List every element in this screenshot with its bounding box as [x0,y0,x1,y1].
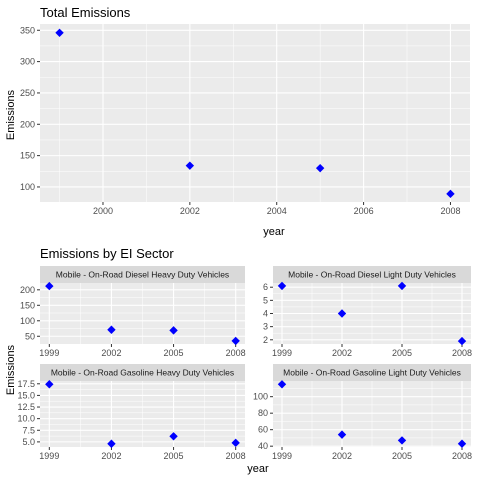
total-yaxis-title: Emissions [5,89,17,140]
facet-diesel-light-ytick-label: 2 [263,335,268,345]
facet-diesel-light-xtick-label: 2002 [332,348,352,358]
total-ytick-label: 200 [20,119,35,129]
total-data-point [315,163,325,173]
facet-gasoline-heavy-strip-label: Mobile - On-Road Gasoline Heavy Duty Veh… [51,368,234,378]
total-xtick-label: 2000 [93,206,113,216]
facet-gasoline-light-ytick-label: 100 [253,392,268,402]
facet-gasoline-heavy-ytick-label: 5.0 [22,437,35,447]
facet-gasoline-light-ytick-label: 40 [258,441,268,451]
facet-diesel-light-strip-label: Mobile - On-Road Diesel Light Duty Vehic… [288,270,456,280]
facet-diesel-light-data-point [397,281,407,291]
sector-title: Emissions by EI Sector [40,246,174,261]
facet-gasoline-heavy-ytick-label: 7.5 [22,425,35,435]
facet-diesel-heavy-panel: Mobile - On-Road Diesel Heavy Duty Vehic… [20,266,246,358]
total-xtick-label: 2002 [180,206,200,216]
total-ytick-label: 350 [20,25,35,35]
facet-diesel-heavy-ytick-label: 200 [20,285,35,295]
facet-diesel-light-xtick-label: 2005 [392,348,412,358]
total-ytick-label: 150 [20,151,35,161]
sector-xaxis-title: year [247,463,269,475]
total-ytick-label: 300 [20,57,35,67]
total-ytick-label: 250 [20,88,35,98]
facet-diesel-heavy-xtick-label: 2005 [164,348,184,358]
facet-gasoline-light-xtick-label: 2005 [392,451,412,461]
facet-diesel-light-data-point [337,309,347,318]
facet-diesel-light-ytick-label: 4 [263,309,268,319]
facet-gasoline-light-xtick-label: 2002 [332,451,352,461]
facet-diesel-heavy-data-point [107,325,116,334]
facet-gasoline-light-panel: Mobile - On-Road Gasoline Light Duty Veh… [253,364,472,461]
facet-gasoline-light-ytick-label: 60 [258,425,268,435]
facet-gasoline-light-ytick-label: 80 [258,408,268,418]
facet-gasoline-heavy-panel: Mobile - On-Road Gasoline Heavy Duty Veh… [17,364,246,461]
facet-diesel-heavy-xtick-label: 2008 [226,348,246,358]
facet-diesel-light-ytick-label: 3 [263,322,268,332]
facet-diesel-light-ytick-label: 6 [263,282,268,292]
facet-gasoline-light-data-point [397,436,407,445]
facet-diesel-light-strip [273,266,471,283]
facet-gasoline-light-xtick-label: 2008 [452,451,472,461]
facet-gasoline-light-data-point [457,439,467,448]
total-data-point [55,28,64,37]
facet-diesel-heavy-strip-label: Mobile - On-Road Diesel Heavy Duty Vehic… [56,270,229,280]
facet-gasoline-heavy-ytick-label: 17.5 [17,379,35,389]
facet-diesel-light-panel: Mobile - On-Road Diesel Light Duty Vehic… [263,266,472,358]
facet-diesel-heavy-xtick-label: 2002 [101,348,121,358]
facet-diesel-light-ytick-label: 5 [263,295,268,305]
facet-gasoline-heavy-xtick-label: 1999 [39,451,59,461]
facet-gasoline-heavy-data-point [45,380,54,389]
facet-diesel-heavy-ytick-label: 50 [25,331,35,341]
facet-diesel-heavy-xtick-label: 1999 [39,348,59,358]
facet-diesel-heavy-ytick-label: 100 [20,316,35,326]
facet-gasoline-heavy-xtick-label: 2005 [164,451,184,461]
total-background [40,24,470,202]
facet-diesel-heavy-data-point [45,281,54,291]
facet-gasoline-light-strip-label: Mobile - On-Road Gasoline Light Duty Veh… [283,368,461,378]
facet-gasoline-heavy-data-point [169,432,178,441]
total-emissions-title: Total Emissions [40,5,131,20]
facet-gasoline-heavy-strip [40,364,245,381]
total-xtick-label: 2004 [267,206,287,216]
total-xtick-label: 2006 [354,206,374,216]
facet-diesel-light-xtick-label: 2008 [452,348,472,358]
total-xtick-label: 2008 [440,206,460,216]
facet-diesel-heavy-ytick-label: 150 [20,300,35,310]
facet-gasoline-heavy-data-point [231,438,240,448]
facet-gasoline-heavy-ytick-label: 12.5 [17,402,35,412]
facet-gasoline-heavy-ytick-label: 10.0 [17,414,35,424]
facet-diesel-light-xtick-label: 1999 [272,348,292,358]
facet-diesel-heavy-data-point [169,326,178,335]
facet-gasoline-light-data-point [337,430,347,439]
facet-gasoline-heavy-data-point [107,439,116,448]
facet-gasoline-heavy-ytick-label: 15.0 [17,390,35,400]
facet-gasoline-heavy-xtick-label: 2008 [226,451,246,461]
total-data-point [446,189,455,199]
facet-gasoline-light-data-point [277,380,287,389]
facet-diesel-heavy-data-point [231,336,240,346]
facet-gasoline-light-strip [273,364,471,381]
facet-gasoline-heavy-xtick-label: 2002 [101,451,121,461]
facet-diesel-heavy-strip [40,266,245,283]
total-panel: 2000 2002 2004 2006 2008 100 150 200 250 300 350 [20,24,470,216]
total-ytick-label: 100 [20,182,35,192]
facet-diesel-light-data-point [277,281,287,291]
total-xaxis-title: year [263,226,285,238]
facet-gasoline-light-xtick-label: 1999 [272,451,292,461]
sector-yaxis-title: Emissions [5,344,17,395]
total-data-point [185,161,195,170]
facet-diesel-light-data-point [457,336,467,346]
